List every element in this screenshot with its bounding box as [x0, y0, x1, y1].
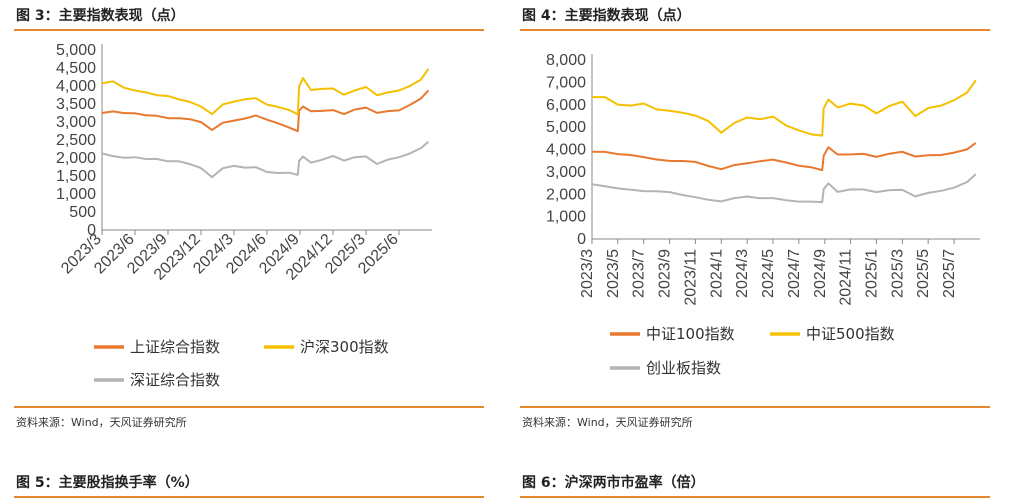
- series-line-3: [591, 173, 977, 204]
- y-tick-label: 5,000: [546, 119, 586, 136]
- series-line-1: [101, 89, 430, 133]
- figure-title: 图 3：主要指数表现（点）: [16, 8, 185, 24]
- y-tick-label: 4,000: [56, 78, 96, 95]
- title-divider: [520, 29, 990, 31]
- x-tick-label: 2025/1: [863, 249, 880, 298]
- x-tick-label: 2023/9: [657, 249, 674, 298]
- legend-label: 创业板指数: [646, 359, 721, 377]
- chart-figure-3: 5,0004,5004,0003,5003,0002,5002,0001,500…: [56, 42, 432, 389]
- series-line-2: [592, 79, 977, 137]
- y-tick-label: 3,500: [56, 96, 96, 113]
- y-tick-label: 500: [69, 204, 96, 221]
- x-tick-label: 2024/1: [708, 249, 725, 298]
- x-tick-label: 2025/7: [941, 249, 958, 298]
- y-tick-label: 8,000: [546, 52, 586, 69]
- y-tick-label: 0: [577, 231, 586, 248]
- source-note: 资料来源：Wind，天风证券研究所: [522, 416, 693, 429]
- y-tick-label: 7,000: [546, 74, 586, 91]
- y-tick-label: 1,500: [56, 168, 96, 185]
- x-tick-label: 2023/5: [605, 249, 622, 298]
- series-line-3: [101, 141, 430, 179]
- x-tick-label: 2024/5: [760, 249, 777, 298]
- legend-label: 沪深300指数: [300, 338, 389, 356]
- chart-figure-4: 8,000 7,000 6,000 5,000 4,000 3,000 2,000 1,000…: [546, 52, 980, 377]
- x-tick-label: 2024/9: [812, 249, 829, 298]
- y-tick-label: 5,000: [56, 42, 96, 59]
- x-tick-label: 2023/11: [682, 249, 699, 306]
- legend-label: 上证综合指数: [130, 338, 220, 356]
- right-panel: 图 4：主要指数表现（点） 8,000 7,000 6,000 5,000 4,000 3…: [520, 0, 1006, 504]
- x-tick-label: 2025/5: [915, 249, 932, 298]
- y-tick-label: 4,000: [546, 142, 586, 159]
- source-note: 资料来源：Wind，天风证券研究所: [16, 416, 187, 429]
- source-divider: [14, 406, 484, 408]
- y-tick-label: 2,000: [56, 150, 96, 167]
- next-figure-title: 图 6：沪深两市市盈率（倍）: [522, 475, 705, 491]
- series-line-2: [101, 68, 430, 116]
- x-tick-label: 2024/3: [734, 249, 751, 298]
- y-tick-label: 3,000: [546, 164, 586, 181]
- next-figure-title: 图 5：主要股指换手率（%）: [16, 475, 199, 491]
- y-tick-label: 0: [87, 222, 96, 239]
- y-tick-label: 2,500: [56, 132, 96, 149]
- title-divider: [14, 29, 484, 31]
- y-tick-label: 2,000: [546, 186, 586, 203]
- x-tick-label: 2024/7: [786, 249, 803, 298]
- legend-label: 中证500指数: [806, 325, 895, 343]
- y-tick-label: 1,000: [546, 209, 586, 226]
- legend-label: 中证100指数: [646, 325, 735, 343]
- x-tick-label: 2024/11: [838, 249, 855, 306]
- series-line-1: [591, 142, 977, 172]
- x-tick-label: 2023/3: [579, 249, 596, 298]
- x-tick-label: 2025/3: [889, 249, 906, 298]
- left-panel: 图 3：主要指数表现（点） 5,000 4,500 4,000 3,500 3,000 2…: [14, 0, 500, 504]
- legend-label: 深证综合指数: [130, 371, 220, 389]
- y-tick-label: 3,000: [56, 114, 96, 131]
- bottom-divider: [14, 496, 484, 498]
- y-tick-label: 6,000: [546, 97, 586, 114]
- bottom-divider: [520, 496, 990, 498]
- y-tick-label: 1,000: [56, 186, 96, 203]
- figure-title: 图 4：主要指数表现（点）: [522, 8, 691, 24]
- y-tick-label: 4,500: [56, 60, 96, 77]
- x-tick-label: 2023/7: [631, 249, 648, 298]
- source-divider: [520, 406, 990, 408]
